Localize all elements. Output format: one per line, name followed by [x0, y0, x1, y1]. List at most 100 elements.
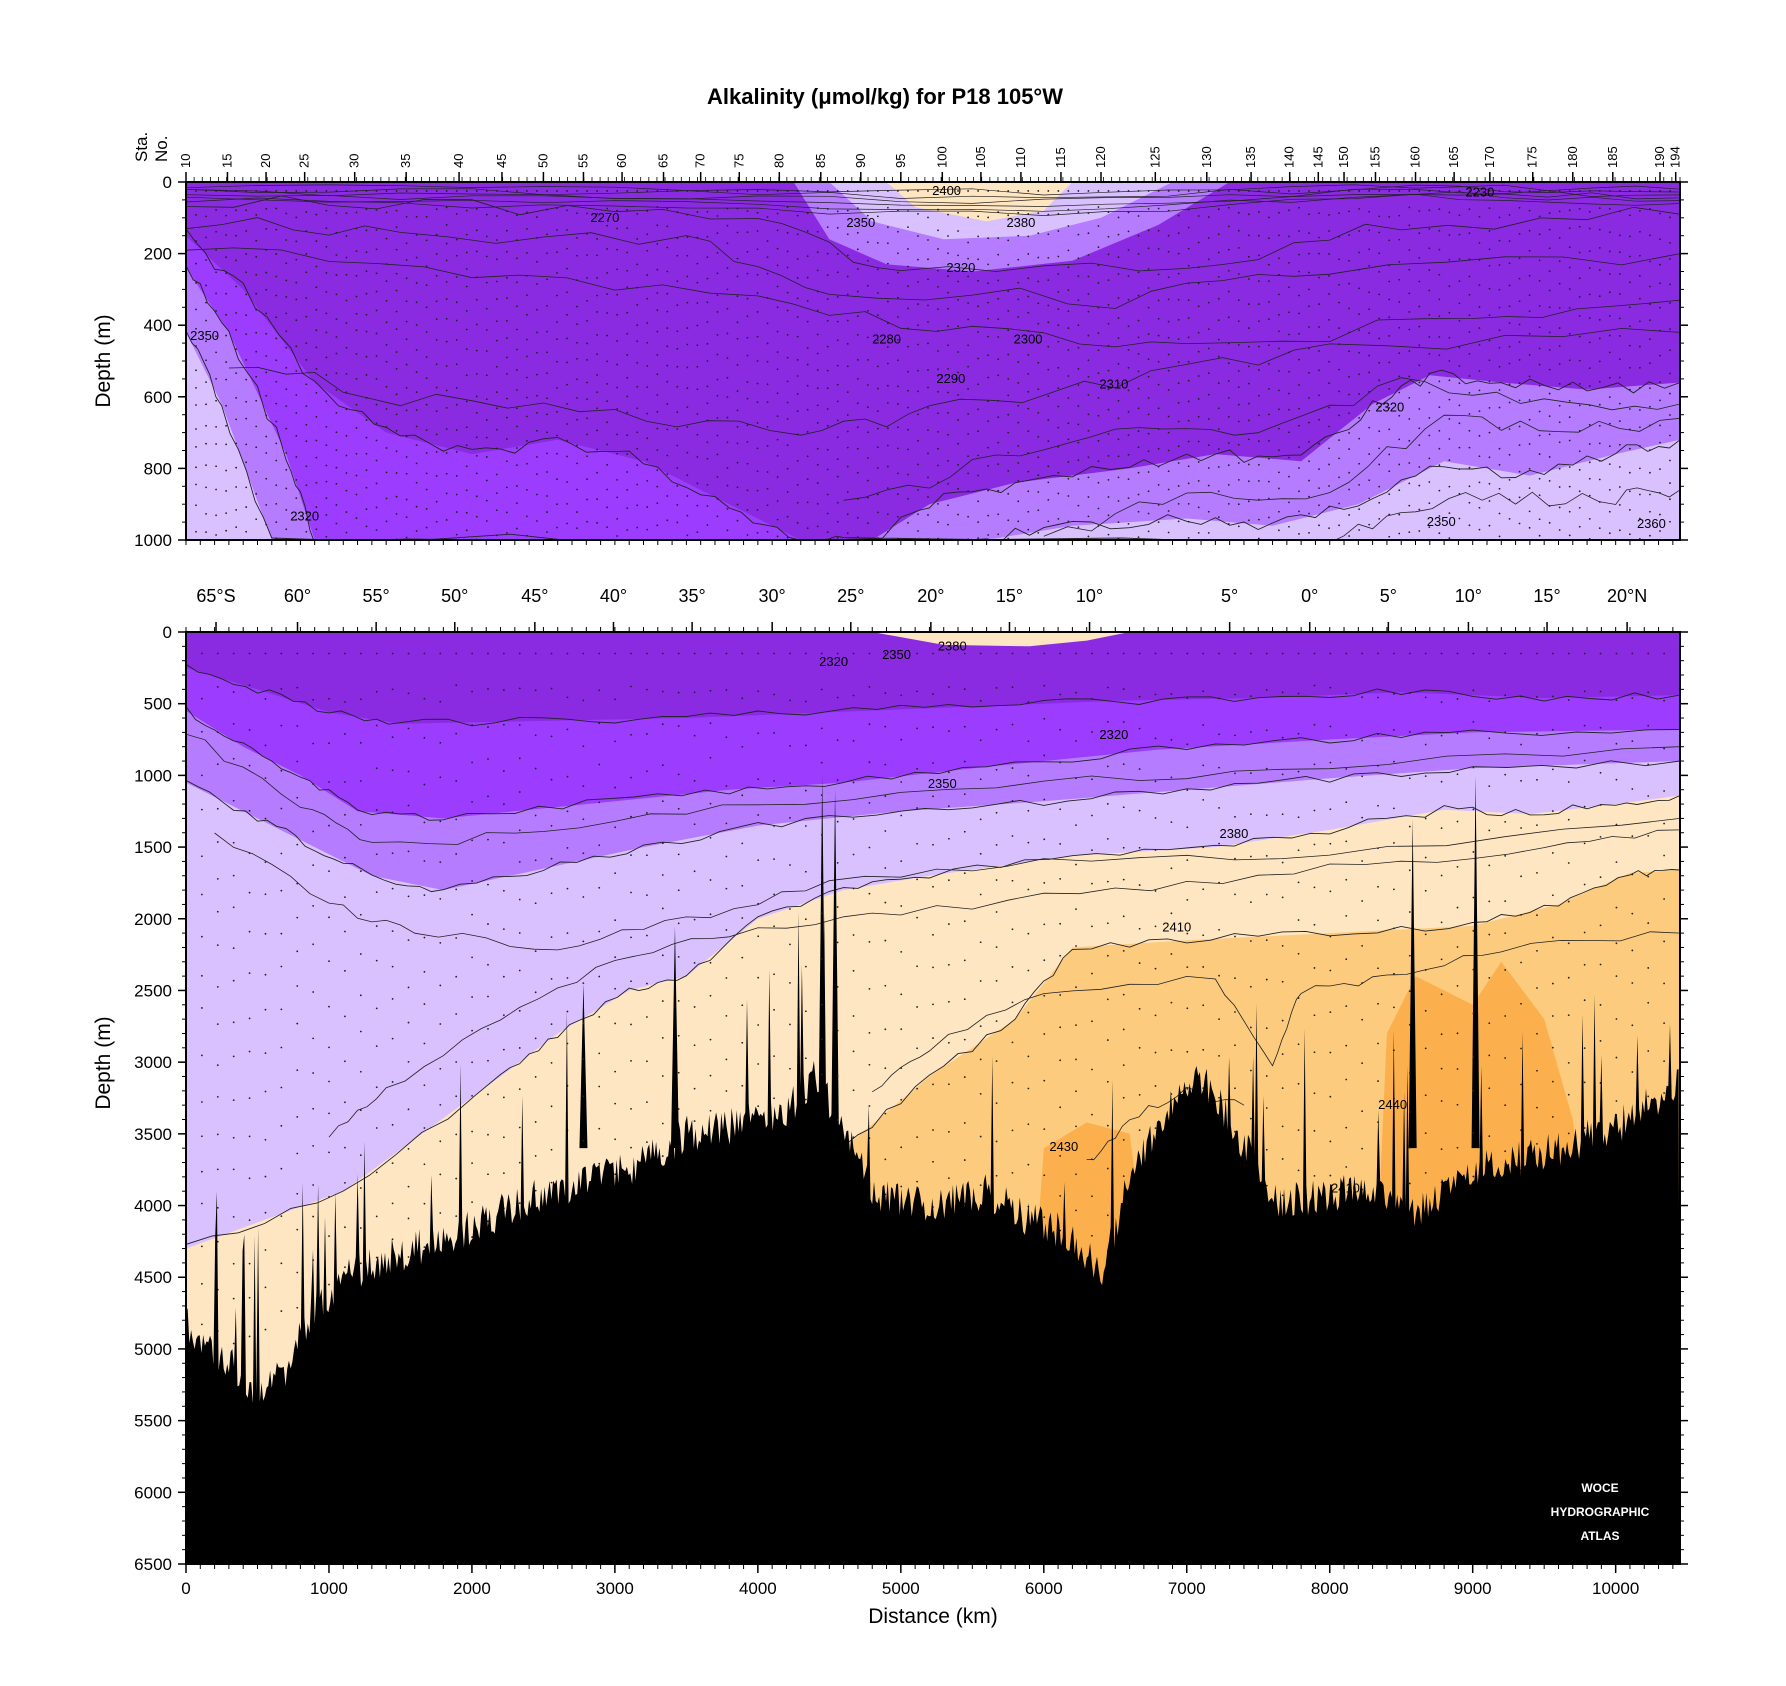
sample-dot	[1588, 210, 1591, 213]
sample-dot	[296, 652, 299, 655]
sample-dot	[1313, 684, 1316, 687]
sample-dot	[1608, 376, 1611, 379]
sample-dot	[232, 841, 235, 844]
sample-dot	[1638, 254, 1641, 257]
sample-dot	[375, 190, 378, 192]
sample-dot	[232, 723, 235, 725]
sample-dot	[280, 1215, 283, 1218]
sample-dot	[1488, 1054, 1491, 1057]
sample-dot	[1308, 531, 1310, 534]
sample-dot	[816, 207, 819, 210]
sample-dot	[1177, 190, 1180, 192]
sample-dot	[1007, 431, 1010, 434]
sample-dot	[439, 1212, 442, 1214]
sample-dot	[1087, 496, 1090, 498]
sample-dot	[716, 215, 719, 217]
sample-dot	[916, 1180, 919, 1183]
sample-dot	[789, 908, 791, 910]
sample-dot	[505, 320, 508, 322]
sample-dot	[866, 190, 869, 192]
sample-dot	[1663, 1060, 1666, 1063]
sample-dot	[709, 689, 712, 692]
sample-dot	[296, 1152, 299, 1155]
sample-dot	[897, 316, 899, 318]
sample-dot	[977, 474, 980, 477]
sample-dot	[1247, 345, 1250, 348]
sample-dot	[932, 843, 934, 846]
sample-dot	[1298, 230, 1300, 232]
sample-dot	[275, 420, 278, 423]
sample-dot	[1345, 1166, 1348, 1168]
sample-dot	[225, 443, 228, 446]
sample-dot	[677, 956, 680, 958]
sample-dot	[746, 462, 749, 465]
sample-dot	[245, 530, 248, 533]
sample-dot	[345, 235, 348, 237]
sample-dot	[1368, 409, 1371, 412]
sample-dot	[796, 233, 799, 236]
sample-dot	[636, 340, 639, 343]
sample-dot	[1122, 1138, 1125, 1141]
sample-dot	[487, 1133, 489, 1136]
sample-dot	[248, 1296, 251, 1299]
sample-dot	[1567, 746, 1570, 749]
sample-dot	[1583, 842, 1586, 845]
sample-dot	[1398, 260, 1401, 263]
sample-dot	[439, 1103, 442, 1106]
sample-dot	[614, 919, 617, 922]
sample-dot	[1097, 507, 1100, 510]
sample-dot	[907, 190, 909, 192]
sample-dot	[866, 336, 869, 339]
upper-contour-lines	[186, 184, 1680, 540]
sample-dot	[1408, 311, 1411, 313]
sample-dot	[1438, 447, 1441, 450]
sample-dot	[826, 298, 829, 300]
sample-dot	[852, 818, 855, 820]
sample-dot	[1227, 442, 1230, 444]
sample-dot	[927, 496, 929, 498]
sample-dot	[1308, 479, 1310, 482]
sample-dot	[1348, 514, 1351, 516]
sample-dot	[1528, 375, 1531, 378]
sample-dot	[1267, 388, 1270, 390]
sample-dot	[1127, 389, 1130, 392]
sample-dot	[1197, 375, 1200, 377]
sample-dot	[1448, 398, 1451, 401]
sample-dot	[596, 311, 599, 313]
sample-dot	[365, 374, 368, 376]
sample-dot	[1087, 275, 1090, 278]
sample-dot	[566, 209, 568, 212]
sample-dot	[846, 446, 849, 449]
sample-dot	[455, 818, 458, 821]
sample-dot	[471, 1201, 473, 1203]
sample-dot	[1608, 207, 1611, 210]
sample-dot	[1567, 942, 1570, 945]
sample-dot	[826, 387, 829, 390]
sample-dot	[296, 882, 299, 885]
sample-dot	[957, 190, 959, 192]
sample-dot	[1186, 1087, 1189, 1090]
sample-dot	[1278, 190, 1280, 192]
sample-dot	[556, 452, 558, 455]
sample-dot	[1087, 456, 1090, 459]
sample-dot	[445, 190, 448, 192]
sample-dot	[205, 442, 207, 445]
sample-dot	[1077, 190, 1080, 192]
sample-dot	[425, 356, 428, 358]
sample-dot	[515, 527, 518, 530]
sample-dot	[365, 292, 368, 295]
sample-dot	[1599, 963, 1602, 966]
sample-dot	[1329, 1140, 1332, 1143]
sample-dot	[415, 444, 418, 447]
sample-dot	[1027, 452, 1030, 454]
sample-dot	[636, 286, 639, 289]
sample-dot	[868, 1032, 871, 1034]
sample-dot	[1478, 434, 1481, 437]
sample-dot	[1257, 320, 1260, 323]
sample-dot	[487, 838, 489, 841]
sample-dot	[1358, 268, 1361, 271]
latitude-label: 50°	[441, 586, 468, 606]
sample-dot	[1338, 368, 1340, 371]
sample-dot	[900, 1028, 903, 1031]
sample-dot	[405, 242, 408, 245]
